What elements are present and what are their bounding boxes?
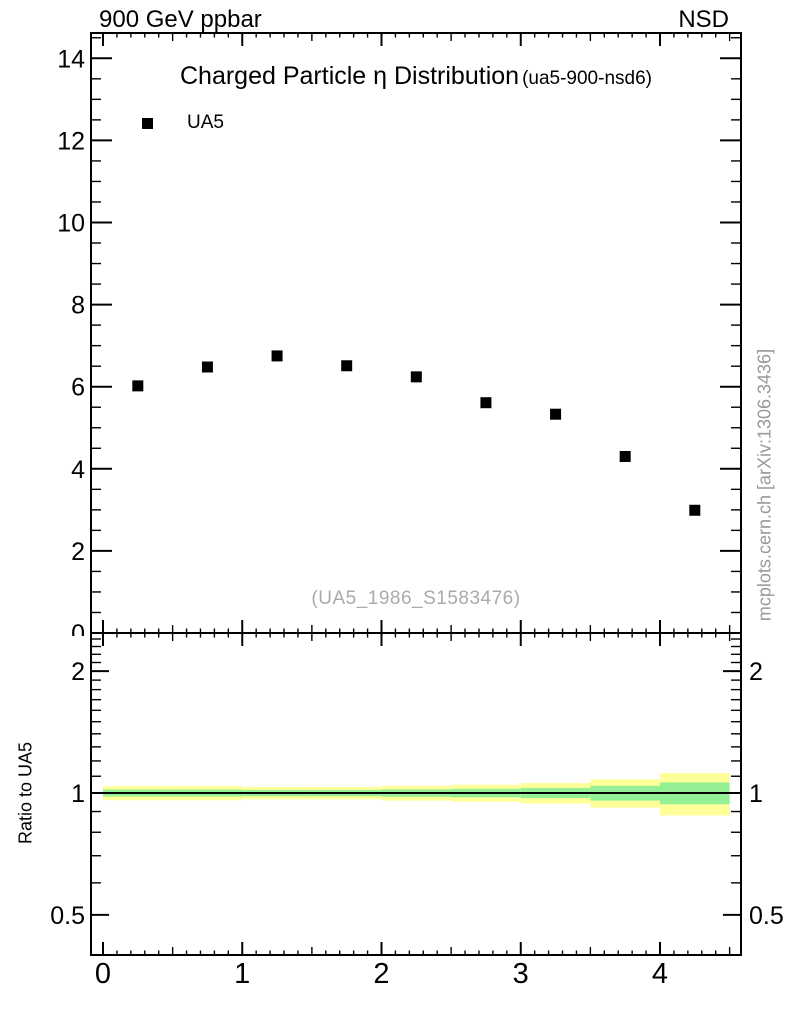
ratio-tick-label-left: 0.5: [50, 902, 85, 930]
dataset-watermark: (UA5_1986_S1583476): [311, 588, 521, 609]
plot-subtitle-text: (ua5-900-nsd6): [522, 68, 652, 89]
data-point: [132, 380, 144, 392]
mcplots-arxiv-note: mcplots.cern.ch [arXiv:1306.3436]: [754, 348, 775, 622]
ua5-marker-icon: [142, 117, 153, 129]
y-tick-label: 10: [57, 210, 85, 238]
y-tick-label: 4: [71, 456, 85, 484]
data-point: [201, 361, 213, 373]
x-tick-label: 1: [234, 958, 250, 990]
y-tick-label: 14: [57, 45, 85, 73]
y-tick-label: 0: [71, 620, 85, 648]
x-tick-label: 3: [513, 958, 529, 990]
ratio-tick-label-right: 1: [749, 780, 763, 808]
data-point: [689, 504, 701, 516]
ratio-tick-label-right: 0.5: [749, 902, 784, 930]
legend-label: UA5: [187, 112, 224, 133]
ratio-tick-label-left: 2: [71, 658, 85, 686]
plot-title: Charged Particle η Distribution (ua5-900-…: [91, 62, 741, 91]
beam-energy-label: 900 GeV ppbar: [99, 6, 262, 33]
x-tick-label: 4: [652, 958, 668, 990]
data-point: [341, 360, 353, 372]
data-point: [410, 371, 422, 383]
y-tick-label: 2: [71, 538, 85, 566]
data-point: [550, 408, 562, 420]
data-point: [271, 350, 283, 362]
event-class-label: NSD: [678, 6, 729, 33]
y-tick-label: 12: [57, 127, 85, 155]
data-point: [480, 397, 492, 409]
y-tick-label: 6: [71, 374, 85, 402]
data-point: [619, 450, 631, 462]
legend: UA5: [142, 112, 224, 134]
ratio-tick-label-right: 2: [749, 658, 763, 686]
ratio-axis-title: Ratio to UA5: [15, 741, 36, 845]
ratio-tick-label-left: 1: [71, 780, 85, 808]
plot-title-text: Charged Particle η Distribution: [180, 62, 520, 90]
y-tick-label: 8: [71, 292, 85, 320]
x-tick-label: 0: [95, 958, 111, 990]
x-tick-label: 2: [373, 958, 389, 990]
